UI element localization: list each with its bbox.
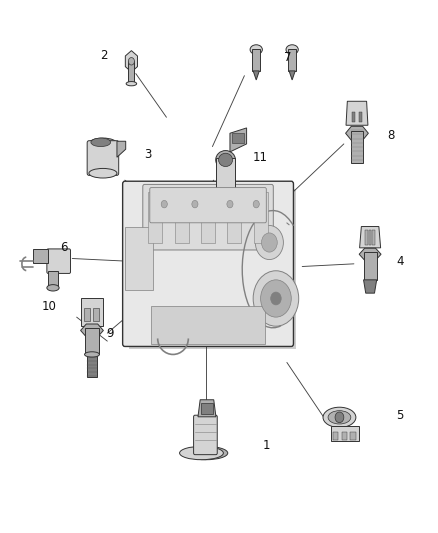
Bar bbox=[359, 112, 362, 122]
Text: 7: 7 bbox=[284, 51, 291, 64]
Ellipse shape bbox=[126, 82, 137, 86]
Polygon shape bbox=[230, 128, 247, 152]
Ellipse shape bbox=[180, 446, 223, 459]
Bar bbox=[352, 112, 355, 122]
Polygon shape bbox=[346, 101, 368, 125]
Bar bbox=[364, 252, 377, 280]
Bar bbox=[201, 192, 215, 243]
Bar bbox=[288, 49, 296, 71]
Ellipse shape bbox=[215, 151, 236, 169]
Bar bbox=[252, 49, 260, 71]
FancyBboxPatch shape bbox=[150, 188, 266, 223]
Text: 5: 5 bbox=[396, 409, 404, 422]
Text: 3: 3 bbox=[144, 148, 151, 161]
Ellipse shape bbox=[250, 45, 262, 54]
Bar bbox=[342, 432, 347, 440]
Circle shape bbox=[261, 280, 291, 317]
Polygon shape bbox=[33, 249, 48, 263]
Ellipse shape bbox=[184, 446, 228, 459]
Circle shape bbox=[128, 58, 134, 65]
Polygon shape bbox=[289, 71, 295, 80]
Polygon shape bbox=[346, 126, 368, 140]
Polygon shape bbox=[125, 51, 138, 72]
Bar bbox=[81, 298, 103, 326]
FancyBboxPatch shape bbox=[143, 184, 273, 250]
Bar bbox=[175, 192, 189, 243]
Polygon shape bbox=[81, 324, 103, 337]
Circle shape bbox=[255, 225, 283, 260]
Text: 6: 6 bbox=[60, 241, 68, 254]
Ellipse shape bbox=[85, 352, 99, 357]
Bar bbox=[232, 133, 244, 143]
Ellipse shape bbox=[215, 191, 236, 198]
Polygon shape bbox=[359, 248, 381, 260]
Circle shape bbox=[253, 200, 259, 208]
Bar bbox=[128, 61, 134, 84]
Text: 1: 1 bbox=[263, 439, 270, 451]
Bar bbox=[351, 131, 363, 163]
Text: 8: 8 bbox=[388, 130, 395, 142]
Bar bbox=[365, 230, 368, 245]
Bar bbox=[85, 328, 99, 354]
Ellipse shape bbox=[91, 138, 110, 147]
Ellipse shape bbox=[323, 407, 356, 427]
Bar bbox=[254, 192, 268, 243]
Polygon shape bbox=[198, 400, 216, 417]
Ellipse shape bbox=[89, 168, 117, 178]
Bar bbox=[148, 192, 162, 243]
Bar bbox=[333, 432, 338, 440]
Bar bbox=[87, 353, 97, 377]
Circle shape bbox=[227, 200, 233, 208]
Circle shape bbox=[261, 233, 277, 252]
Circle shape bbox=[253, 271, 299, 326]
FancyBboxPatch shape bbox=[47, 249, 71, 273]
Bar bbox=[227, 192, 241, 243]
Bar bbox=[48, 271, 58, 288]
Ellipse shape bbox=[88, 138, 117, 150]
Text: 11: 11 bbox=[253, 151, 268, 164]
Bar bbox=[350, 432, 356, 440]
Bar bbox=[93, 308, 99, 321]
Bar bbox=[201, 403, 213, 414]
Bar bbox=[331, 426, 359, 441]
FancyBboxPatch shape bbox=[194, 415, 217, 455]
Polygon shape bbox=[360, 227, 381, 248]
Text: 4: 4 bbox=[396, 255, 404, 268]
Text: 10: 10 bbox=[42, 300, 57, 313]
Circle shape bbox=[192, 200, 198, 208]
Bar bbox=[84, 308, 90, 321]
Polygon shape bbox=[364, 280, 377, 293]
Circle shape bbox=[271, 292, 281, 305]
Text: 9: 9 bbox=[106, 327, 114, 340]
Bar bbox=[125, 227, 153, 290]
Bar bbox=[372, 230, 375, 245]
Bar bbox=[369, 230, 371, 245]
Text: 2: 2 bbox=[100, 50, 107, 62]
Bar bbox=[216, 158, 235, 195]
Ellipse shape bbox=[219, 154, 233, 167]
Polygon shape bbox=[129, 189, 296, 349]
Polygon shape bbox=[117, 141, 126, 157]
Bar bbox=[151, 306, 265, 344]
Ellipse shape bbox=[328, 410, 351, 424]
Ellipse shape bbox=[47, 285, 59, 291]
FancyBboxPatch shape bbox=[123, 181, 293, 346]
Ellipse shape bbox=[286, 45, 298, 54]
Circle shape bbox=[335, 412, 344, 423]
FancyBboxPatch shape bbox=[87, 141, 119, 175]
Polygon shape bbox=[253, 71, 259, 80]
Circle shape bbox=[161, 200, 167, 208]
